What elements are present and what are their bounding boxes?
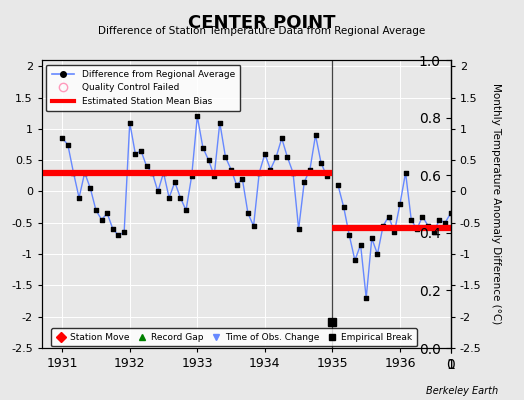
Point — [283, 154, 291, 160]
Point — [126, 120, 134, 126]
Point — [182, 207, 190, 214]
Point — [233, 182, 241, 188]
Text: Difference of Station Temperature Data from Regional Average: Difference of Station Temperature Data f… — [99, 26, 425, 36]
Point — [458, 257, 466, 264]
Point — [294, 226, 303, 232]
Point — [356, 242, 365, 248]
Point — [340, 204, 348, 210]
Point — [300, 179, 309, 185]
Point — [446, 210, 455, 216]
Point — [311, 132, 320, 138]
Point — [396, 201, 404, 207]
Point — [345, 232, 354, 238]
Point — [137, 148, 145, 154]
Text: Berkeley Earth: Berkeley Earth — [425, 386, 498, 396]
Point — [323, 173, 331, 179]
Point — [97, 216, 106, 223]
Point — [204, 157, 213, 163]
Point — [385, 213, 393, 220]
Point — [143, 163, 151, 170]
Point — [390, 229, 399, 235]
Point — [188, 173, 196, 179]
Point — [92, 207, 100, 214]
Point — [244, 210, 252, 216]
Point — [227, 166, 235, 173]
Point — [120, 229, 128, 235]
Point — [305, 166, 314, 173]
Point — [148, 170, 157, 176]
Point — [334, 182, 342, 188]
Point — [407, 216, 416, 223]
Point — [379, 223, 387, 229]
Point — [249, 223, 258, 229]
Point — [193, 113, 202, 120]
Y-axis label: Monthly Temperature Anomaly Difference (°C): Monthly Temperature Anomaly Difference (… — [491, 83, 501, 325]
Point — [424, 223, 432, 229]
Point — [278, 135, 286, 142]
Point — [114, 232, 123, 238]
Point — [418, 213, 427, 220]
Point — [176, 194, 184, 201]
Point — [103, 210, 112, 216]
Point — [368, 235, 376, 242]
Point — [430, 229, 438, 235]
Point — [351, 257, 359, 264]
Point — [362, 295, 370, 301]
Point — [69, 170, 78, 176]
Point — [221, 154, 230, 160]
Point — [317, 160, 325, 166]
Point — [452, 223, 461, 229]
Point — [238, 176, 247, 182]
Point — [165, 194, 173, 201]
Point — [373, 251, 381, 257]
Point — [199, 144, 207, 151]
Point — [210, 173, 219, 179]
Point — [154, 188, 162, 195]
Point — [81, 170, 89, 176]
Point — [260, 151, 269, 157]
Point — [255, 170, 264, 176]
Point — [108, 226, 117, 232]
Point — [75, 194, 83, 201]
Point — [289, 170, 297, 176]
Point — [131, 151, 139, 157]
Text: CENTER POINT: CENTER POINT — [188, 14, 336, 32]
Point — [401, 170, 410, 176]
Legend: Station Move, Record Gap, Time of Obs. Change, Empirical Break: Station Move, Record Gap, Time of Obs. C… — [51, 328, 417, 346]
Point — [86, 185, 94, 192]
Point — [63, 141, 72, 148]
Point — [272, 154, 280, 160]
Point — [435, 216, 443, 223]
Point — [266, 166, 275, 173]
Point — [171, 179, 179, 185]
Point — [58, 135, 67, 142]
Point — [159, 170, 168, 176]
Point — [413, 226, 421, 232]
Point — [215, 120, 224, 126]
Point — [441, 220, 449, 226]
